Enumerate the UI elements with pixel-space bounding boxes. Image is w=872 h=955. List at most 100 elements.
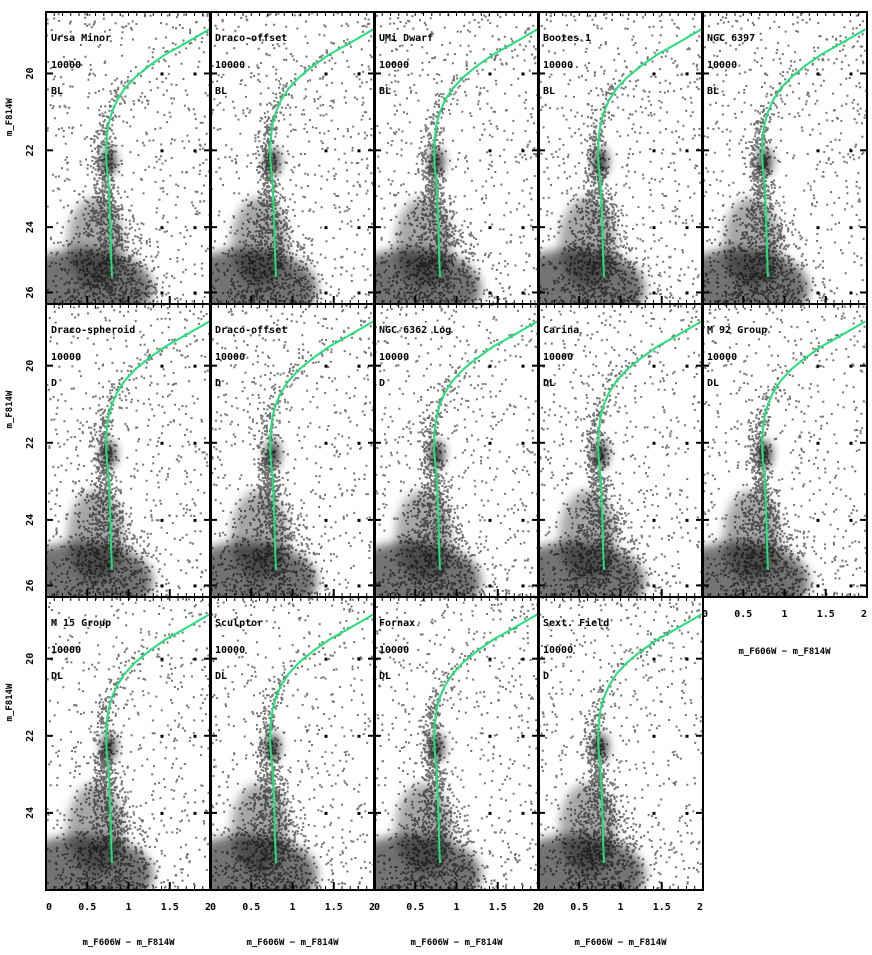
star-density bbox=[374, 304, 539, 597]
reference-mark bbox=[816, 584, 820, 588]
panel-star-count: 10000 bbox=[379, 645, 409, 656]
reference-mark bbox=[357, 226, 361, 230]
reference-mark bbox=[357, 518, 361, 522]
reference-mark bbox=[324, 518, 328, 522]
reference-mark bbox=[816, 518, 820, 522]
panel-tag: BL bbox=[51, 86, 63, 97]
reference-mark bbox=[160, 226, 164, 230]
reference-mark bbox=[357, 584, 361, 588]
panel-tag: D bbox=[215, 378, 221, 389]
reference-mark bbox=[521, 291, 525, 295]
panel-title: M 92 Group bbox=[707, 325, 767, 336]
panel-title: NGC 6362 Log bbox=[379, 325, 451, 336]
star-points bbox=[46, 597, 211, 890]
reference-mark bbox=[652, 811, 656, 815]
cmd-panel: Bootes 1 10000 BL bbox=[537, 11, 704, 305]
x-tick-label: 1 bbox=[617, 902, 623, 913]
panel-star-count: 10000 bbox=[51, 60, 81, 71]
reference-mark bbox=[193, 226, 197, 230]
y-tick-label: 24 bbox=[25, 807, 36, 819]
star-points bbox=[538, 597, 703, 890]
reference-mark bbox=[193, 657, 197, 661]
reference-mark bbox=[816, 291, 820, 295]
x-axis-label: m_F606W − m_F814W bbox=[574, 938, 667, 948]
star-points-path bbox=[538, 597, 703, 890]
star-points bbox=[702, 12, 867, 304]
panel-tag: D bbox=[543, 671, 549, 682]
reference-mark bbox=[685, 149, 689, 153]
reference-mark bbox=[193, 518, 197, 522]
reference-mark bbox=[521, 584, 525, 588]
y-tick-label: 20 bbox=[25, 653, 36, 665]
cmd-panel: Carina 10000 DL bbox=[537, 303, 704, 598]
x-axis-label: m_F606W − m_F814W bbox=[82, 938, 175, 948]
reference-mark bbox=[488, 364, 492, 368]
cmd-panel: UMi Dwarf 10000 BL bbox=[373, 11, 540, 305]
x-tick-label: 1.5 bbox=[653, 902, 671, 913]
star-points-path bbox=[702, 12, 867, 304]
reference-mark bbox=[652, 364, 656, 368]
y-axis-label: m_F814W bbox=[5, 683, 15, 722]
isochrone-line bbox=[269, 28, 374, 278]
reference-mark bbox=[357, 811, 361, 815]
x-tick-label: 1 bbox=[125, 902, 131, 913]
panel-star-count: 10000 bbox=[215, 352, 245, 363]
isochrone-line bbox=[105, 28, 210, 278]
isochrone-line bbox=[105, 613, 210, 864]
isochrone-line bbox=[761, 28, 866, 278]
y-tick-label: 22 bbox=[25, 730, 36, 742]
panel-tag: DL bbox=[51, 671, 63, 682]
reference-mark bbox=[160, 291, 164, 295]
reference-mark bbox=[652, 584, 656, 588]
star-points bbox=[374, 304, 539, 597]
reference-mark bbox=[488, 72, 492, 76]
reference-mark bbox=[324, 811, 328, 815]
panel-title: Ursa Minor bbox=[51, 32, 111, 44]
panel-tag: DL bbox=[379, 671, 391, 682]
star-points bbox=[210, 597, 375, 890]
cmd-panel: Sext. Field 10000 D bbox=[537, 596, 704, 891]
reference-mark bbox=[652, 441, 656, 445]
reference-mark bbox=[652, 734, 656, 738]
panel-title: Bootes 1 bbox=[543, 33, 591, 44]
star-density bbox=[538, 597, 703, 890]
reference-mark bbox=[193, 441, 197, 445]
reference-mark bbox=[521, 657, 525, 661]
y-tick-label: 22 bbox=[25, 144, 36, 156]
star-density bbox=[46, 597, 211, 890]
x-tick-label: 1.5 bbox=[161, 902, 179, 913]
reference-mark bbox=[521, 72, 525, 76]
star-points bbox=[374, 597, 539, 890]
reference-mark bbox=[193, 734, 197, 738]
star-density bbox=[702, 12, 867, 304]
reference-mark bbox=[816, 441, 820, 445]
star-density bbox=[374, 12, 539, 304]
cmd-panel: NGC 6397 10000 BL bbox=[701, 11, 868, 305]
y-tick-label: 20 bbox=[25, 360, 36, 372]
y-axis-label: m_F814W bbox=[5, 390, 15, 429]
reference-mark bbox=[160, 364, 164, 368]
reference-mark bbox=[521, 149, 525, 153]
star-points bbox=[374, 12, 539, 304]
reference-mark bbox=[816, 226, 820, 230]
reference-mark bbox=[160, 734, 164, 738]
panel-title: Sext. Field bbox=[543, 617, 609, 629]
panel-tag: BL bbox=[543, 86, 555, 97]
star-points bbox=[46, 13, 211, 304]
reference-mark bbox=[193, 811, 197, 815]
isochrone-line bbox=[597, 320, 702, 571]
reference-mark bbox=[160, 657, 164, 661]
reference-mark bbox=[685, 72, 689, 76]
reference-mark bbox=[324, 734, 328, 738]
cmd-panel: Ursa Minor 10000 BL bbox=[45, 11, 212, 305]
reference-mark bbox=[160, 584, 164, 588]
star-density bbox=[538, 12, 703, 304]
reference-mark bbox=[357, 291, 361, 295]
y-tick-label: 24 bbox=[25, 221, 36, 233]
reference-mark bbox=[816, 149, 820, 153]
star-density bbox=[210, 304, 375, 597]
cmd-panel: Fornax 10000 DL bbox=[373, 596, 540, 891]
star-points-path bbox=[374, 597, 539, 890]
panel-title: Sculptor bbox=[215, 618, 263, 629]
cmd-panel: Draco-spheroid 10000 D bbox=[45, 303, 212, 598]
